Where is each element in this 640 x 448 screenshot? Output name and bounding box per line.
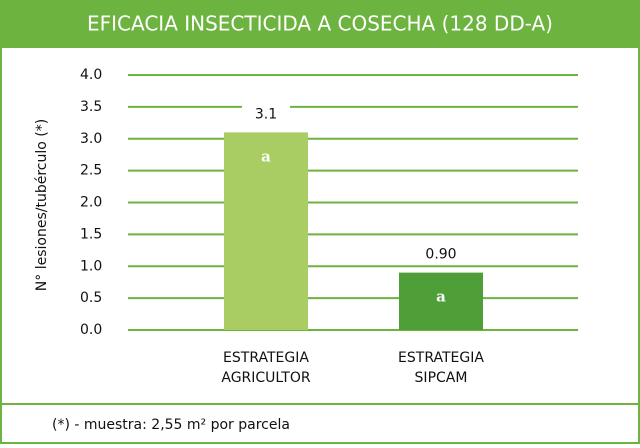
y-tick-label: 3.0 <box>80 131 102 147</box>
x-tick-label-line: SIPCAM <box>415 370 468 386</box>
x-tick-label: ESTRATEGIA AGRICULTOR <box>221 350 311 386</box>
title-band <box>0 0 640 48</box>
y-tick-label: 2.0 <box>80 195 102 211</box>
y-tick-label: 0.5 <box>80 290 102 306</box>
y-axis-label: N° lesiones/tubérculo (*) <box>34 119 50 291</box>
x-tick-label: ESTRATEGIA SIPCAM <box>398 350 484 386</box>
x-tick-label-line: ESTRATEGIA <box>223 350 309 366</box>
annotation: a <box>436 288 446 306</box>
value-label-bg <box>242 105 290 124</box>
value-label: 0.90 <box>425 247 456 263</box>
y-tick-label: 4.0 <box>80 67 102 83</box>
bar <box>399 272 483 330</box>
x-tick-label-line: AGRICULTOR <box>221 370 311 386</box>
value-label: 3.1 <box>255 106 277 122</box>
y-tick-label: 0.0 <box>80 322 102 338</box>
y-tick-label: 1.5 <box>80 226 102 242</box>
x-tick-label-line: ESTRATEGIA <box>398 350 484 366</box>
y-tick-label: 1.0 <box>80 258 102 274</box>
bar <box>224 132 308 330</box>
y-tick-label: 3.5 <box>80 99 102 115</box>
annotation: a <box>261 147 271 165</box>
y-tick-label: 2.5 <box>80 163 102 179</box>
chart-title: EFICACIA INSECTICIDA A COSECHA (128 DD-A… <box>87 12 553 36</box>
footnote: (*) - muestra: 2,55 m² por parcela <box>52 417 290 433</box>
value-label-bg <box>417 245 465 264</box>
